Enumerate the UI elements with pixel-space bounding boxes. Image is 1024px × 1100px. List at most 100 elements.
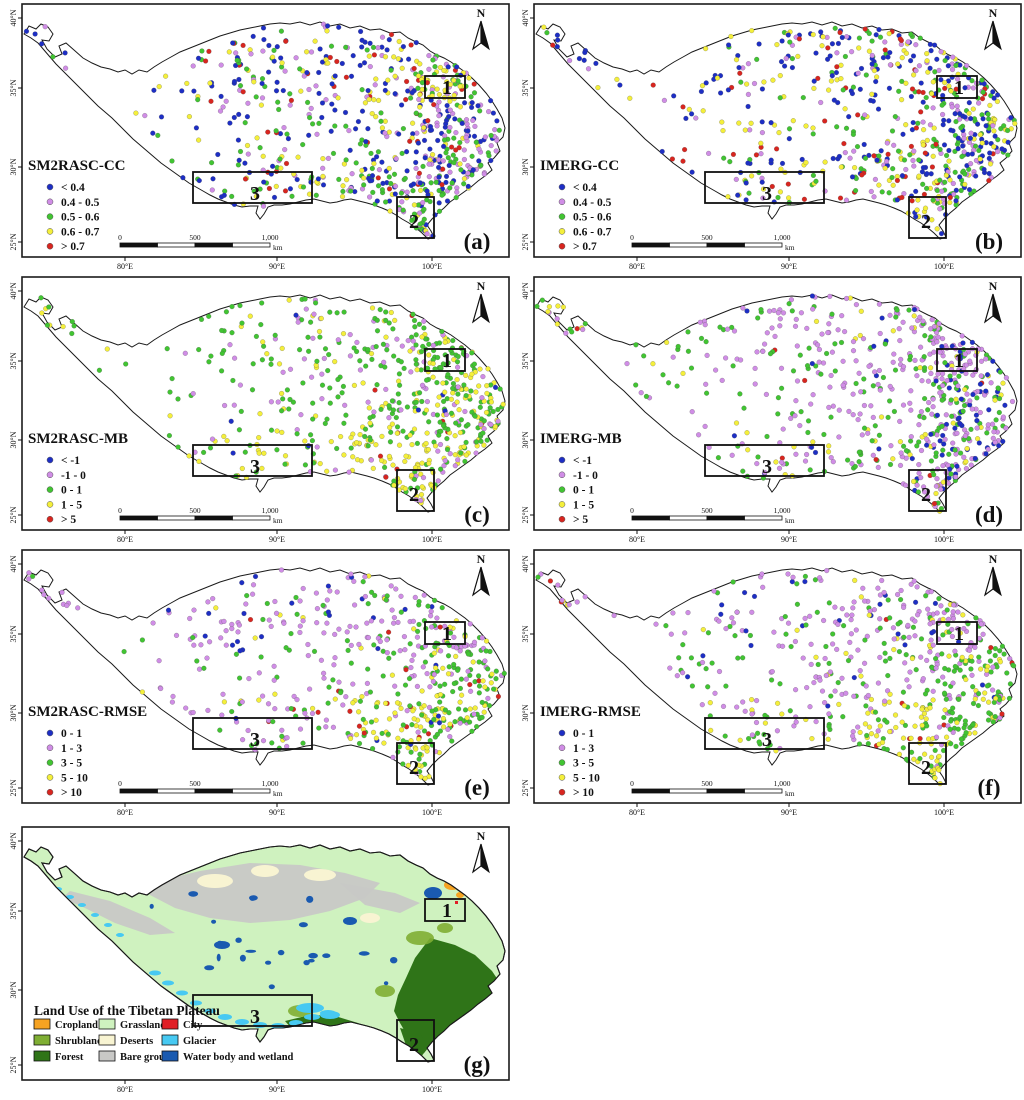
legend-swatch-dot xyxy=(46,456,54,464)
legend-label: Cropland xyxy=(55,1020,98,1031)
lat-tick-label: 30°N xyxy=(9,981,18,998)
scale-label: 1,000 xyxy=(774,779,791,788)
desert-area xyxy=(251,865,279,877)
glacier-area xyxy=(218,1014,232,1020)
legend-swatch xyxy=(33,1050,51,1062)
panel-d: 80°E 90°E 100°E 40°N 35°N 30°N 25°N 1 2 3 N 0 500 1,0… xyxy=(512,273,1024,546)
lat-tick-label: 40°N xyxy=(521,9,530,26)
glacier-area xyxy=(235,1019,249,1025)
north-arrow-right xyxy=(992,566,1002,597)
north-arrow-right xyxy=(480,293,490,324)
legend-label: 0.4 - 0.5 xyxy=(573,197,612,209)
glacier-area xyxy=(296,1003,324,1013)
scale-label: 0 xyxy=(630,779,634,788)
legend-swatch-dot xyxy=(46,198,54,206)
north-arrow: N xyxy=(471,829,490,874)
region-box-label: 3 xyxy=(250,456,260,478)
legend-swatch-dot xyxy=(46,774,54,781)
legend-swatch-dot xyxy=(558,501,566,508)
glacier-area xyxy=(204,1008,216,1014)
lat-tick-label: 35°N xyxy=(521,79,530,96)
region-box-label: 2 xyxy=(921,211,931,233)
lat-tick-label: 40°N xyxy=(9,832,18,849)
region-box-label: 3 xyxy=(250,729,260,751)
legend-label: > 5 xyxy=(573,514,588,526)
panel-title: SM2RASC-CC xyxy=(28,158,126,174)
lon-tick-label: 80°E xyxy=(117,535,133,544)
panel-a: 80°E 90°E 100°E 40°N 35°N 30°N 25°N 1 2 3 N 0 500 1,0… xyxy=(0,0,512,273)
panel-title: SM2RASC-RMSE xyxy=(28,704,147,720)
glacier-area xyxy=(104,923,112,927)
legend-label: 1 - 5 xyxy=(61,499,82,511)
lat-tick-label: 35°N xyxy=(521,352,530,369)
region-box-1: 1 xyxy=(424,898,466,922)
legend-swatch-dot xyxy=(558,774,566,781)
forest-area xyxy=(394,938,500,1053)
region-box-label: 1 xyxy=(954,350,964,372)
lat-tick-label: 30°N xyxy=(521,431,530,448)
desert-area xyxy=(197,874,233,888)
lon-tick-label: 100°E xyxy=(934,535,954,544)
legend-swatch xyxy=(98,1050,116,1062)
lake xyxy=(322,953,331,958)
legend-swatch-dot xyxy=(558,486,566,493)
legend-swatch-dot xyxy=(46,515,54,523)
scatter-points xyxy=(541,24,1018,237)
region-box-2: 2 xyxy=(396,469,435,512)
panel-e: 80°E 90°E 100°E 40°N 35°N 30°N 25°N 1 2 3 N 0 500 1,0… xyxy=(0,546,512,819)
scale-unit: km xyxy=(785,243,795,252)
lat-tick-label: 30°N xyxy=(521,158,530,175)
glacier-area xyxy=(78,903,86,907)
scale-label: 1,000 xyxy=(262,233,279,242)
region-box-3: 3 xyxy=(704,717,825,751)
legend-label: 0 - 1 xyxy=(573,485,594,497)
region-box-3: 3 xyxy=(192,171,313,205)
map-c: 80°E 90°E 100°E 40°N 35°N 30°N 25°N 1 2 3 N 0 500 1,0… xyxy=(9,276,510,544)
scale-label: 0 xyxy=(630,506,634,515)
legend: Land Use of the Tibetan Plateau Cropland G… xyxy=(33,1003,294,1063)
legend-label: Water body and wetland xyxy=(183,1052,294,1063)
legend: IMERG-RMSE 0 - 1 1 - 3 3 - 5 5 - 10 > 10 xyxy=(540,704,641,799)
panel-letter: (b) xyxy=(975,229,1003,254)
panel-g: 80°E 90°E 100°E 40°N 35°N 30°N 25°N 1 2 3 N Land Us… xyxy=(0,817,512,1095)
lake xyxy=(308,952,318,959)
panel-f: 80°E 90°E 100°E 40°N 35°N 30°N 25°N 1 2 3 N 0 500 1,0… xyxy=(512,546,1024,819)
legend-swatch-dot xyxy=(46,729,54,737)
north-arrow: N xyxy=(983,6,1002,51)
scale-label: 500 xyxy=(701,779,713,788)
scale-label: 1,000 xyxy=(774,506,791,515)
north-label: N xyxy=(989,552,998,566)
legend-swatch-dot xyxy=(558,198,566,206)
legend-label: > 0.7 xyxy=(573,241,597,253)
north-arrow: N xyxy=(471,279,490,324)
plateau-outline xyxy=(23,844,506,1063)
legend-label: < -1 xyxy=(61,455,80,467)
landuse-layers xyxy=(54,863,500,1058)
region-box-2: 2 xyxy=(396,742,435,785)
region-box-2: 2 xyxy=(396,1019,435,1062)
lon-tick-label: 100°E xyxy=(422,535,442,544)
panel-letter: (c) xyxy=(464,502,490,527)
scale-label: 0 xyxy=(118,506,122,515)
panel-letter: (g) xyxy=(464,1052,491,1077)
lat-tick-label: 40°N xyxy=(9,282,18,299)
lon-tick-label: 80°E xyxy=(117,262,133,271)
region-box-label: 1 xyxy=(442,350,452,372)
lon-tick-label: 90°E xyxy=(781,535,797,544)
lake xyxy=(277,949,285,956)
region-box-label: 3 xyxy=(250,183,260,205)
lon-tick-label: 100°E xyxy=(934,262,954,271)
region-box-2: 2 xyxy=(396,196,435,239)
lon-tick-label: 80°E xyxy=(629,262,645,271)
shrubland-area xyxy=(375,985,395,997)
panel-c: 80°E 90°E 100°E 40°N 35°N 30°N 25°N 1 2 3 N 0 500 1,0… xyxy=(0,273,512,546)
scale-label: 0 xyxy=(630,233,634,242)
legend-label: -1 - 0 xyxy=(573,470,598,482)
scale-label: 500 xyxy=(189,506,201,515)
legend: SM2RASC-CC < 0.4 0.4 - 0.5 0.5 - 0.6 0.6 - 0… xyxy=(28,158,126,253)
region-box-label: 1 xyxy=(954,77,964,99)
north-arrow-right xyxy=(992,293,1002,324)
region-box-1: 1 xyxy=(936,621,978,645)
